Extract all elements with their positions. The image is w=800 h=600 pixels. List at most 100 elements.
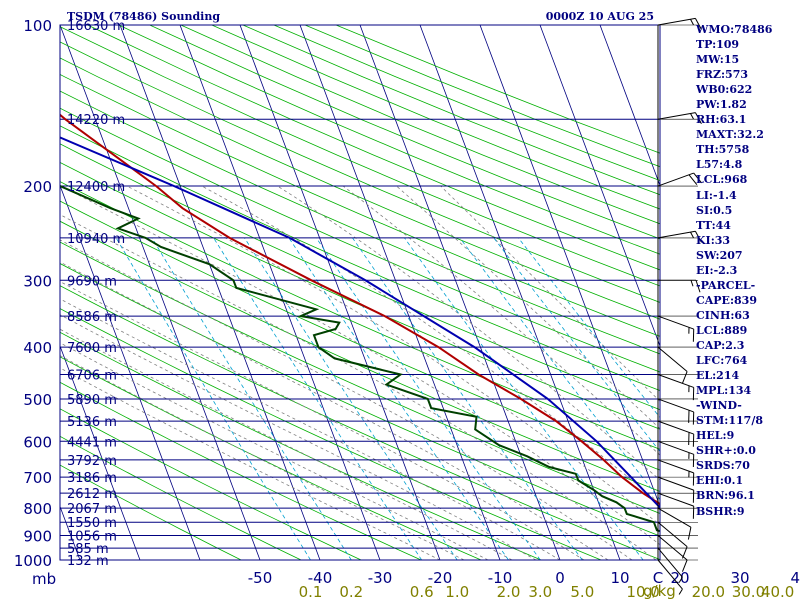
index-item: EL:214 (696, 369, 740, 383)
temperature-tick-label: -10 (488, 569, 513, 587)
dewpoint-line (60, 184, 660, 533)
temperature-tick-label: 10 (610, 569, 629, 587)
mixing-ratio-tick-label: 10.0 (626, 583, 659, 600)
height-label: 3792 m (67, 454, 117, 469)
index-item: KI:33 (696, 233, 731, 247)
height-label: 6706 m (67, 368, 117, 383)
height-label: 7600 m (67, 341, 117, 356)
wind-barb (657, 112, 696, 120)
index-item: MPL:134 (696, 384, 752, 398)
moist-adiabat-line (60, 298, 561, 560)
wind-barb-flag (690, 280, 694, 287)
wind-barb-flag (694, 231, 702, 243)
moist-adiabat-line (60, 367, 441, 560)
index-item: STM:117/8 (696, 414, 763, 428)
wind-barb (657, 535, 688, 561)
moist-adiabat-line (277, 185, 660, 481)
wind-barb (657, 230, 696, 239)
index-item: CINH:63 (696, 308, 750, 322)
index-item: SI:0.5 (696, 203, 733, 217)
moist-adiabat-line (61, 185, 660, 546)
mixing-ratio-tick-label: 40.0 (761, 583, 794, 600)
index-item: -PARCEL- (696, 278, 756, 292)
height-label: 4441 m (67, 435, 117, 450)
pressure-tick-label: 200 (23, 178, 52, 196)
index-item: -WIND- (696, 399, 742, 413)
dry-adiabat-line (60, 26, 660, 287)
index-item: LFC:764 (696, 354, 748, 368)
wind-barbs (657, 17, 702, 595)
wind-barb (657, 507, 692, 528)
temperature-tick-labels: -50 -40 -30 -20 -10 0 10 20 30 40 C (248, 569, 800, 587)
temperature-tick-label: -30 (368, 569, 393, 587)
wind-barb-flag (690, 231, 694, 238)
mixing-ratio-line (518, 237, 660, 419)
height-label: 2612 m (67, 487, 117, 502)
pressure-tick-labels: 100 200 300 400 500 600 700 800 900 1000 (14, 17, 52, 570)
mixing-ratio-line (244, 237, 458, 560)
moist-adiabat-line (440, 185, 660, 402)
pressure-tick-label: 100 (23, 17, 52, 35)
index-item: FRZ:573 (696, 68, 749, 82)
wind-barb-flag (690, 113, 694, 120)
mixing-ratio-tick-labels: 0.1 0.2 0.6 1.0 2.0 3.0 5.0 10.0 20.0 30.040.0 (299, 583, 795, 600)
index-item: BSHR:9 (696, 504, 745, 518)
height-label: 5136 m (67, 415, 117, 430)
temperature-tick-label: -20 (428, 569, 453, 587)
mixing-ratio-line (352, 237, 583, 560)
pressure-tick-label: 700 (23, 469, 52, 487)
mixing-ratio-line (288, 237, 509, 560)
mixing-ratio-line (459, 237, 660, 501)
index-item: WB0:622 (696, 83, 753, 97)
pressure-tick-label: 800 (23, 500, 52, 518)
wind-barb (657, 172, 694, 187)
index-item: PW:1.82 (696, 98, 747, 112)
height-label: 10940 m (67, 232, 125, 247)
wind-barb-flag (694, 18, 702, 30)
height-label: 1056 m (67, 530, 117, 545)
mixing-ratio-line (315, 237, 541, 560)
mixing-ratio-tick-label: 20.0 (692, 583, 725, 600)
height-label: 2067 m (67, 502, 117, 517)
wind-barb (657, 476, 694, 491)
wind-barb-flag (678, 588, 683, 595)
wind-barb-flag (687, 527, 692, 540)
index-item: CAP:2.3 (696, 338, 745, 352)
dry-adiabat-line (60, 408, 362, 560)
isotherm-line (119, 25, 321, 560)
index-item: CAPE:839 (696, 293, 757, 307)
wind-barb-flag (693, 172, 702, 184)
wind-barb (657, 420, 694, 435)
height-label: 3186 m (67, 471, 117, 486)
mixing-ratio-tick-label: 3.0 (528, 583, 552, 600)
isotherm-line (599, 25, 660, 187)
temperature-tick-label: -50 (248, 569, 273, 587)
wind-barb (657, 315, 694, 330)
index-item: SW:207 (696, 248, 743, 262)
moist-adiabat-line (396, 185, 660, 430)
index-item: EHI:0.1 (696, 474, 744, 488)
wind-barb-flag (694, 112, 702, 124)
height-label: 12400 m (67, 180, 125, 195)
height-label: 585 m (67, 542, 109, 557)
mixing-ratio-unit-label: g/kg (643, 582, 676, 600)
mixing-ratio-tick-label: 30.0 (732, 583, 765, 600)
temperature-tick-label: C (653, 569, 663, 587)
height-label: 132 m (67, 554, 109, 569)
mixing-ratio-line (115, 237, 311, 560)
index-item: RH:63.1 (696, 113, 747, 127)
height-label: 16630 m (67, 19, 125, 34)
temperature-tick-label: 0 (555, 569, 565, 587)
wind-barb (657, 492, 694, 507)
wind-barb (657, 373, 694, 388)
mixing-ratio-tick-label: 1.0 (445, 583, 469, 600)
index-item: MW:15 (696, 53, 740, 67)
index-item: TH:5758 (696, 143, 750, 157)
height-label: 14220 m (67, 113, 125, 128)
temperature-line (60, 113, 660, 506)
temperature-tick-label: 40 (790, 569, 800, 587)
wind-barb-flag (678, 576, 683, 583)
index-item: EI:-2.3 (696, 263, 738, 277)
chart-datetime: 0000Z 10 AUG 25 (546, 10, 654, 23)
pressure-tick-label: 400 (23, 339, 52, 357)
